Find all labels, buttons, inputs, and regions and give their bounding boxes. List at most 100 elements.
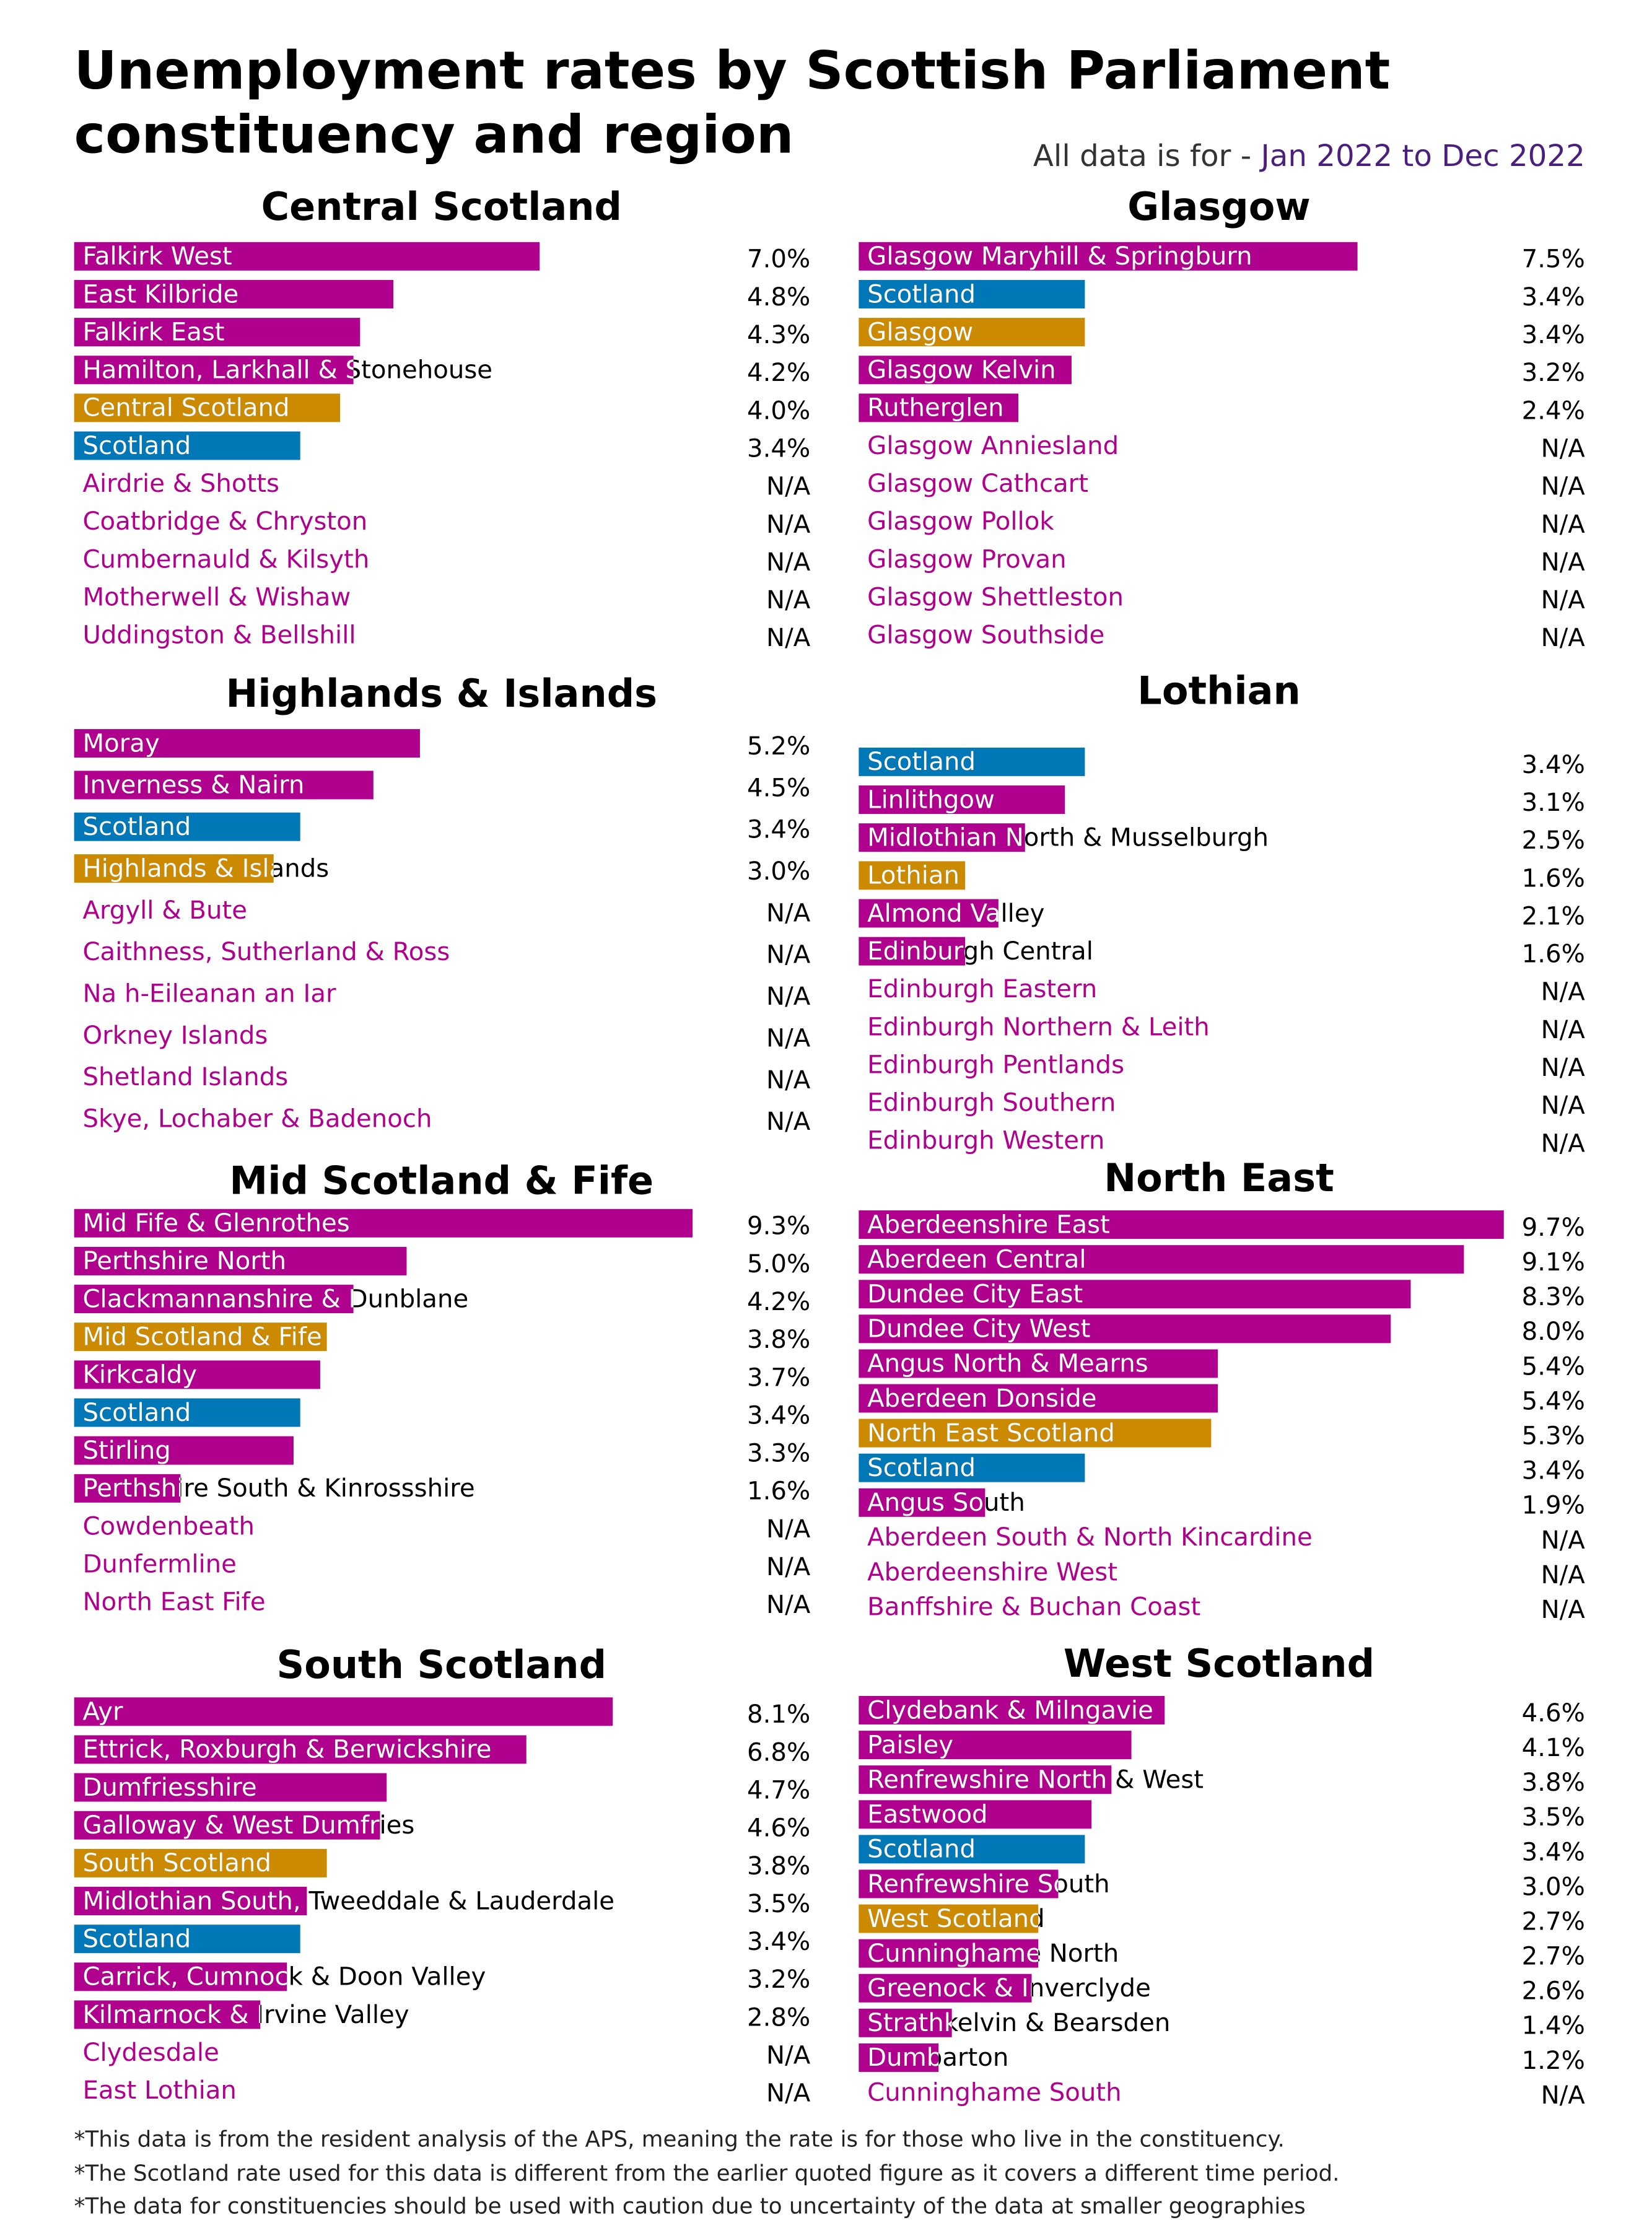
category-label: Linlithgow bbox=[867, 785, 995, 814]
category-label-on-bar: Carrick, Cumnock & Doon Valley bbox=[82, 1963, 486, 1991]
category-label: Dumbarton bbox=[867, 2043, 1008, 2072]
footnote: *The data for constituencies should be u… bbox=[74, 2193, 1306, 2219]
value-label: 5.2% bbox=[747, 732, 810, 761]
bar bbox=[859, 1349, 1218, 1378]
category-label-on-bar: Glasgow Kelvin bbox=[867, 356, 1056, 385]
category-label: North East Fife bbox=[82, 1588, 265, 1617]
bar bbox=[859, 861, 966, 890]
bar bbox=[74, 771, 374, 800]
value-label: N/A bbox=[1541, 586, 1586, 614]
value-label: N/A bbox=[1541, 1596, 1586, 1624]
category-label: Highlands & Islands bbox=[82, 854, 329, 883]
category-label: Carrick, Cumnock & Doon Valley bbox=[82, 1963, 486, 1991]
bar bbox=[74, 1436, 294, 1465]
category-label-on-bar: Strathkelvin & Bearsden bbox=[867, 2009, 1170, 2037]
bar bbox=[859, 242, 1358, 271]
bar bbox=[74, 1773, 387, 1802]
value-label: N/A bbox=[766, 1515, 811, 1544]
value-label: 2.7% bbox=[1522, 1907, 1585, 1936]
category-label: Perthshire North bbox=[82, 1247, 286, 1275]
bar bbox=[74, 1322, 327, 1352]
bar bbox=[74, 1887, 307, 1916]
bar bbox=[859, 318, 1085, 347]
bar bbox=[859, 747, 1085, 776]
value-label: 3.4% bbox=[747, 816, 810, 844]
category-label-on-bar: Clydebank & Milngavie bbox=[867, 1696, 1153, 1724]
category-label-on-bar: East Kilbride bbox=[82, 280, 238, 308]
value-label: 3.2% bbox=[1522, 359, 1585, 387]
category-label-on-bar: Aberdeen Central bbox=[867, 1245, 1086, 1274]
category-label: Central Scotland bbox=[82, 394, 289, 422]
category-label-on-bar: Renfrewshire North & West bbox=[867, 1765, 1204, 1794]
category-label: Aberdeen Central bbox=[867, 1245, 1086, 1274]
category-label: Almond Valley bbox=[867, 899, 1044, 928]
category-label: Lothian bbox=[867, 862, 959, 890]
value-label: N/A bbox=[766, 899, 811, 927]
category-label-on-bar: Scotland bbox=[82, 432, 191, 460]
value-label: N/A bbox=[766, 510, 811, 539]
category-label: Clydesdale bbox=[82, 2039, 219, 2067]
bar bbox=[859, 1418, 1212, 1448]
category-label: Edinburgh Pentlands bbox=[867, 1051, 1124, 1079]
value-label: 4.6% bbox=[747, 1814, 810, 1843]
category-label: Angus South bbox=[867, 1488, 1025, 1517]
bar bbox=[859, 1696, 1165, 1724]
bar bbox=[859, 1869, 1059, 1899]
value-label: N/A bbox=[1541, 1091, 1586, 1120]
bar bbox=[859, 2008, 952, 2037]
category-label-on-bar: Glasgow Maryhill & Springburn bbox=[867, 242, 1252, 271]
bar bbox=[859, 785, 1065, 815]
category-label: Glasgow Pollok bbox=[867, 507, 1054, 536]
value-label: 1.2% bbox=[1522, 2047, 1585, 2075]
category-label-on-bar: North East Scotland bbox=[867, 1419, 1115, 1448]
bar bbox=[74, 242, 540, 271]
value-label: 3.7% bbox=[747, 1363, 810, 1392]
category-label: Scotland bbox=[867, 280, 976, 308]
category-label-on-bar: Inverness & Nairn bbox=[82, 771, 304, 800]
category-label: Argyll & Bute bbox=[82, 896, 247, 925]
category-label-on-bar: Glasgow bbox=[867, 318, 973, 346]
value-label: 8.3% bbox=[1522, 1283, 1585, 1311]
value-label: 1.4% bbox=[1522, 2012, 1585, 2040]
category-label-on-bar: Kirkcaldy bbox=[82, 1361, 197, 1389]
bar bbox=[74, 279, 393, 308]
panel-title: North East bbox=[1104, 1155, 1334, 1200]
footnote: *This data is from the resident analysis… bbox=[74, 2126, 1285, 2152]
category-label: Glasgow Anniesland bbox=[867, 432, 1119, 460]
value-label: 3.4% bbox=[1522, 321, 1585, 349]
value-label: 8.1% bbox=[747, 1700, 810, 1729]
bar bbox=[859, 1453, 1085, 1482]
value-label: 5.0% bbox=[747, 1250, 810, 1278]
category-label-on-bar: Stirling bbox=[82, 1436, 170, 1465]
category-label-on-bar: Scotland bbox=[867, 280, 976, 308]
category-label-on-bar: Ayr bbox=[82, 1698, 123, 1726]
bar bbox=[859, 937, 966, 966]
value-label: N/A bbox=[766, 1024, 811, 1052]
category-label-on-bar: Greenock & Inverclyde bbox=[867, 1974, 1151, 2003]
category-label-on-bar: Falkirk East bbox=[82, 318, 224, 346]
category-label: Banffshire & Buchan Coast bbox=[867, 1593, 1200, 1621]
bar bbox=[74, 2000, 261, 2029]
value-label: N/A bbox=[1541, 1054, 1586, 1082]
category-label-on-bar: Moray bbox=[82, 729, 159, 758]
category-label: Hamilton, Larkhall & Stonehouse bbox=[82, 356, 492, 385]
bar bbox=[74, 1208, 693, 1238]
category-label-on-bar: Lothian bbox=[867, 862, 959, 890]
category-label: South Scotland bbox=[82, 1849, 271, 1877]
category-label: Angus North & Mearns bbox=[867, 1350, 1148, 1378]
category-label: Glasgow Cathcart bbox=[867, 470, 1088, 498]
category-label: Dundee City East bbox=[867, 1280, 1083, 1309]
panel-title: Lothian bbox=[1137, 668, 1300, 714]
category-label-on-bar: West Scotland bbox=[867, 1905, 1045, 1933]
category-label: Cunninghame North bbox=[867, 1939, 1119, 1968]
bar bbox=[859, 823, 1025, 852]
value-label: 7.0% bbox=[747, 245, 810, 274]
category-label: Edinburgh Northern & Leith bbox=[867, 1013, 1210, 1041]
category-label: Stirling bbox=[82, 1436, 170, 1465]
category-label-on-bar: Edinburgh Central bbox=[867, 937, 1093, 966]
value-label: N/A bbox=[1541, 624, 1586, 652]
bar bbox=[859, 279, 1085, 308]
category-label: Aberdeenshire East bbox=[867, 1210, 1110, 1239]
category-label: Aberdeen South & North Kincardine bbox=[867, 1523, 1313, 1552]
category-label-on-bar: Aberdeenshire East bbox=[867, 1210, 1110, 1239]
